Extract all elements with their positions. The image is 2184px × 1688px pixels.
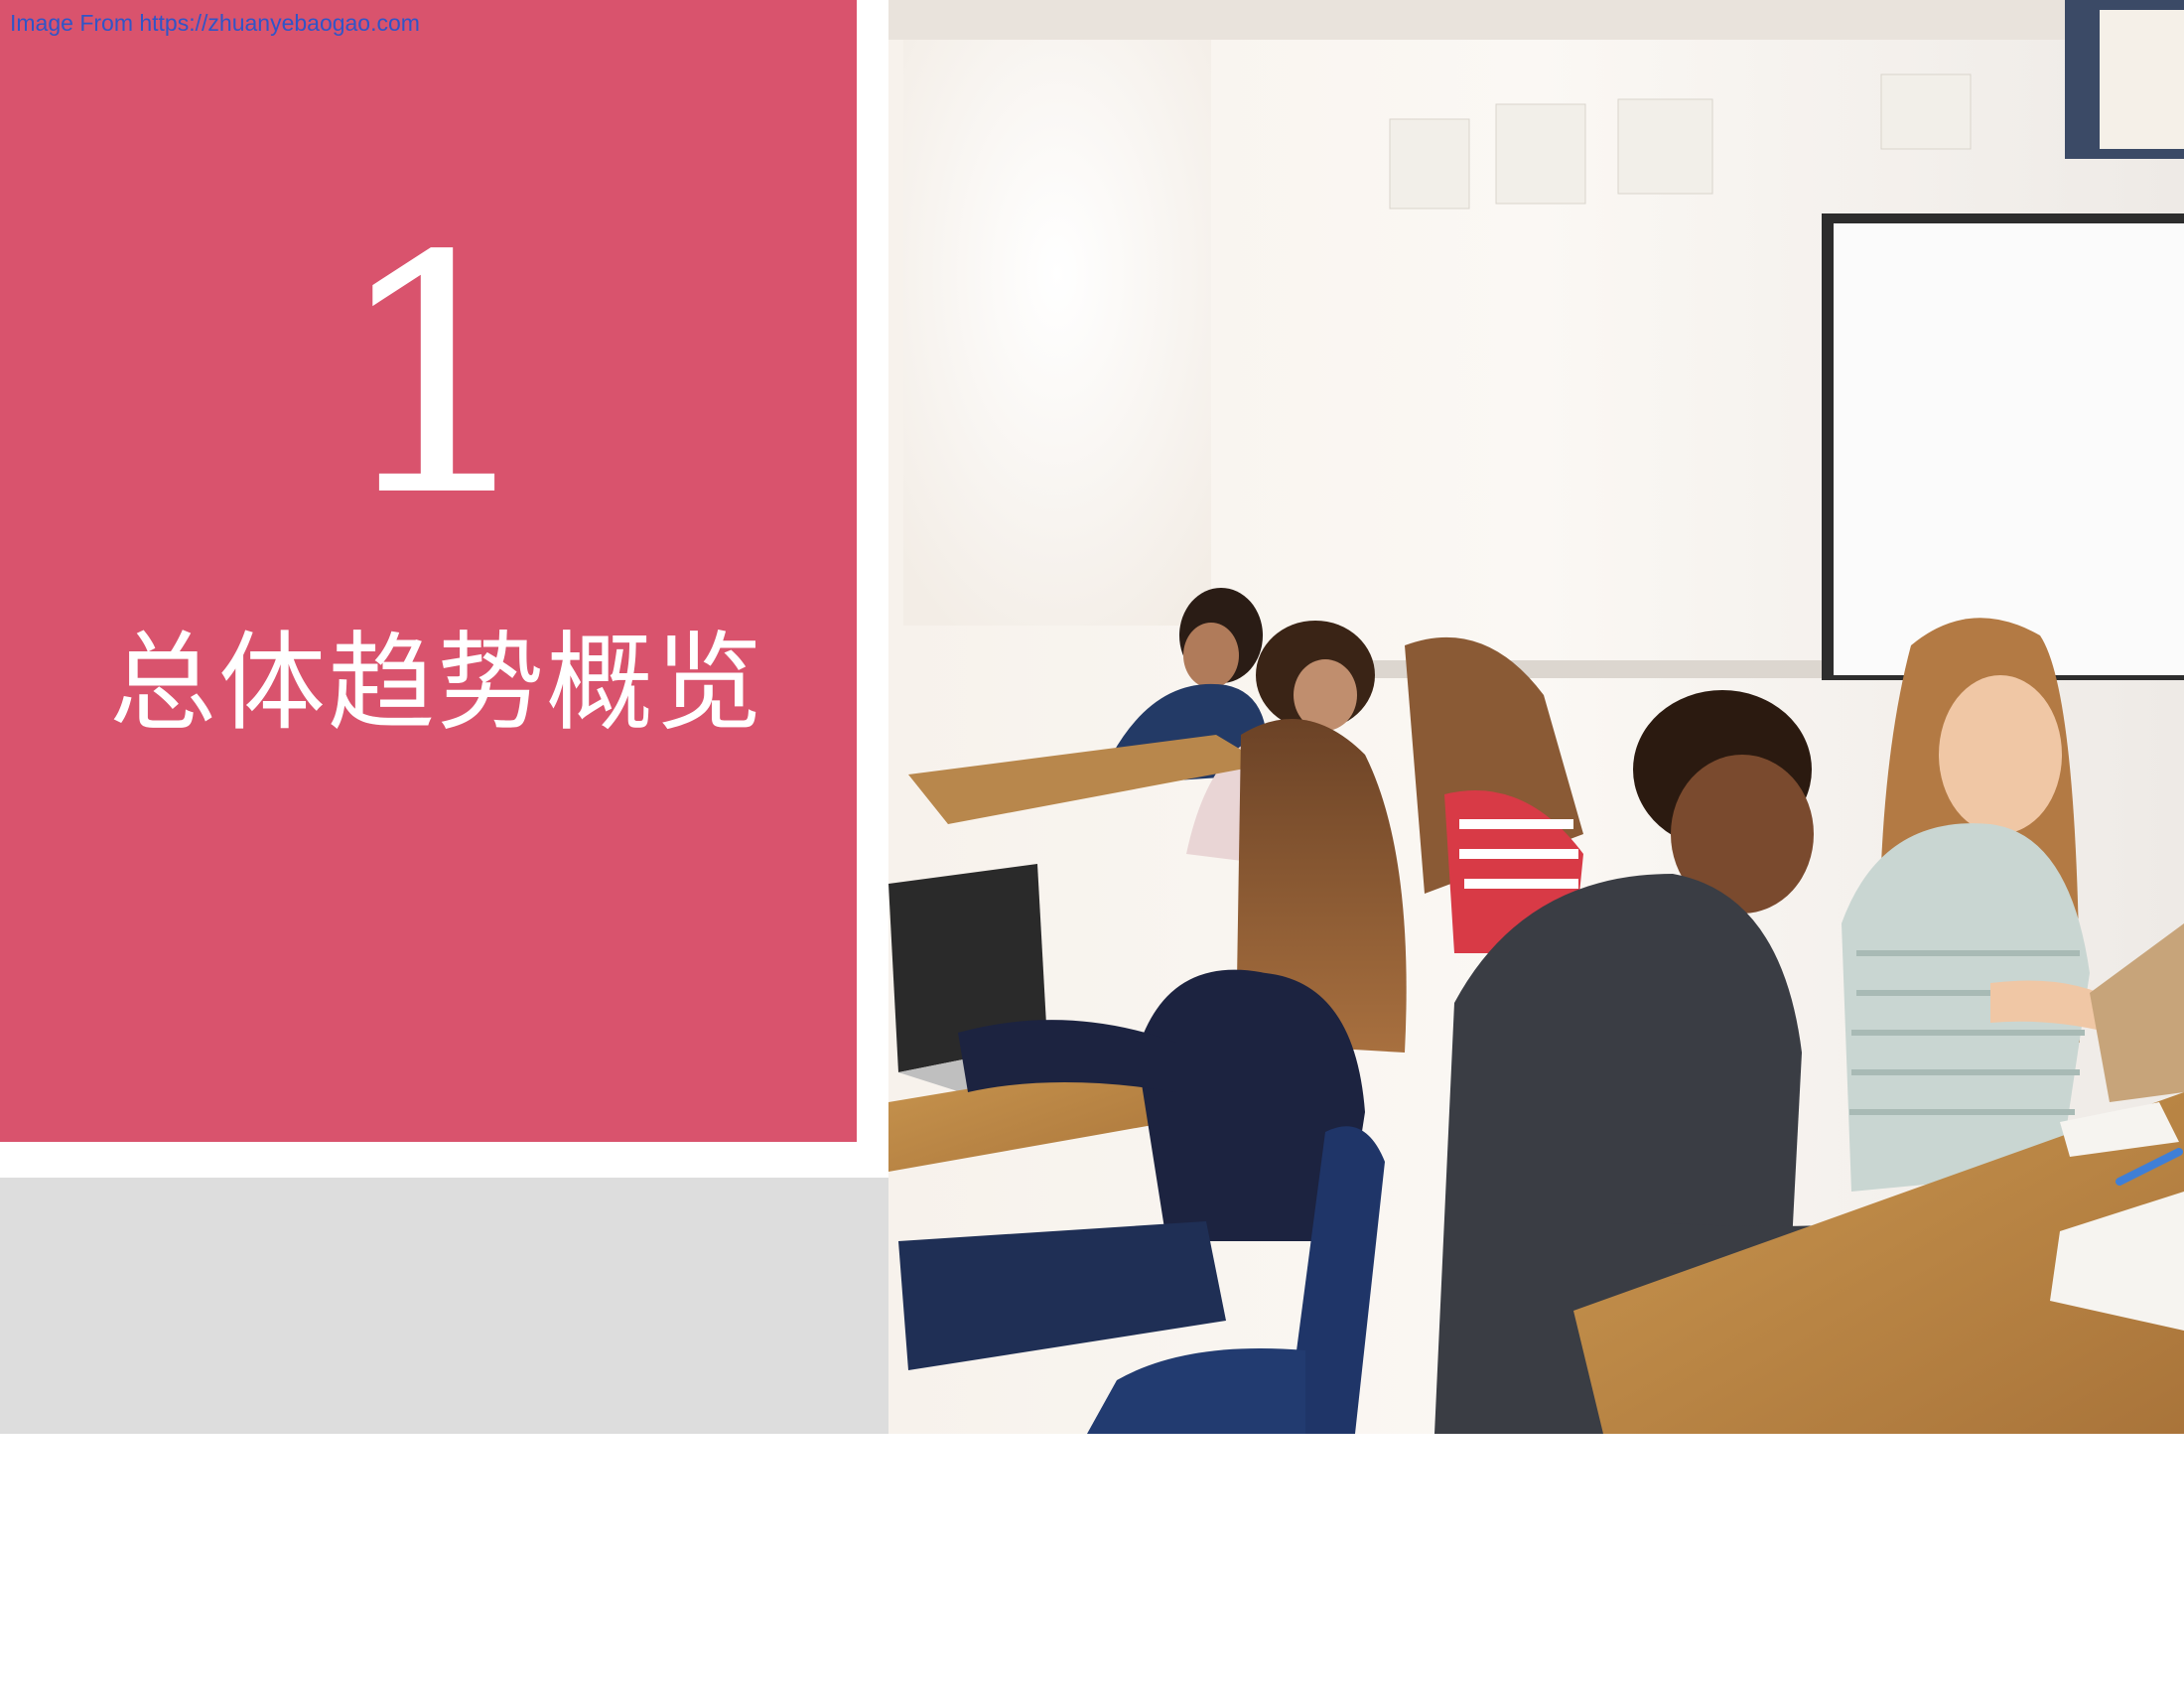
section-number: 1	[333, 187, 541, 568]
grey-band	[0, 1178, 888, 1434]
section-title: 总体趋势概览	[108, 622, 764, 746]
classroom-photo	[888, 0, 2184, 1434]
section-cover-panel: 1 总体趋势概览	[0, 0, 857, 1142]
source-link[interactable]: Image From https://zhuanyebaogao.com	[10, 10, 420, 36]
